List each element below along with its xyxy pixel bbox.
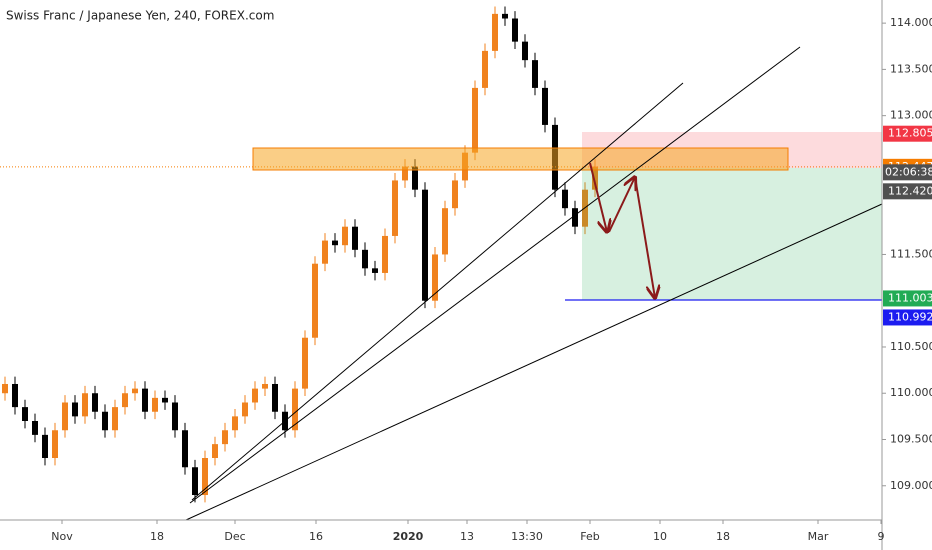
candle-body bbox=[402, 166, 408, 181]
candle-body bbox=[92, 393, 98, 412]
candle-body bbox=[102, 411, 108, 431]
candle-body bbox=[192, 467, 198, 496]
axes: 109.000 109.500 110.000 110.500 111.500 113.0… bbox=[51, 16, 932, 543]
trend-line bbox=[191, 82, 684, 501]
candle-body bbox=[312, 263, 318, 338]
x-tick-label: Feb bbox=[580, 530, 599, 543]
candle-body bbox=[32, 420, 38, 435]
resistance-zone bbox=[252, 147, 789, 171]
x-tick-label: 18 bbox=[716, 530, 730, 543]
candle-body bbox=[152, 397, 158, 412]
trend-line bbox=[185, 203, 883, 521]
candle-body bbox=[132, 388, 138, 394]
candle-body bbox=[322, 240, 328, 264]
candle-body bbox=[252, 388, 258, 403]
candle-body bbox=[522, 41, 528, 61]
x-tick-label: Mar bbox=[808, 530, 829, 543]
candle-body bbox=[272, 383, 278, 412]
candle-body bbox=[262, 383, 268, 389]
candle-body bbox=[422, 189, 428, 301]
y-tick-label: 114.000 bbox=[890, 16, 932, 29]
candle-body bbox=[202, 458, 208, 496]
candle-body bbox=[592, 166, 598, 190]
price-label: 111.003 bbox=[888, 291, 932, 304]
candle-body bbox=[42, 434, 48, 459]
candle-body bbox=[82, 393, 88, 417]
candle-body bbox=[502, 13, 508, 19]
candle-body bbox=[362, 249, 368, 269]
candle-body bbox=[542, 87, 548, 125]
candle-body bbox=[302, 337, 308, 389]
trend-line bbox=[189, 46, 801, 504]
candle-body bbox=[232, 416, 238, 431]
candle-body bbox=[352, 226, 358, 250]
y-tick-label: 110.000 bbox=[890, 386, 932, 399]
candle-body bbox=[372, 268, 378, 273]
y-tick-label: 111.500 bbox=[890, 247, 932, 260]
y-tick-label: 109.500 bbox=[890, 433, 932, 446]
countdown-bg bbox=[883, 164, 932, 181]
candle-body bbox=[382, 235, 388, 273]
candle-body bbox=[12, 383, 18, 408]
price-label-bg bbox=[883, 290, 932, 307]
chart-title: Swiss Franc / Japanese Yen, 240, FOREX.c… bbox=[6, 9, 274, 23]
candle-body bbox=[332, 240, 338, 246]
candle-body bbox=[452, 180, 458, 209]
candle-body bbox=[222, 430, 228, 445]
candle-body bbox=[122, 393, 128, 408]
y-tick-label: 113.000 bbox=[890, 109, 932, 122]
candle-body bbox=[532, 60, 538, 88]
candle-body bbox=[142, 388, 148, 412]
candle-body bbox=[72, 402, 78, 417]
candle-body bbox=[512, 18, 518, 42]
x-tick-label: 10 bbox=[653, 530, 667, 543]
arrow bbox=[608, 177, 635, 233]
price-label-bg bbox=[883, 309, 932, 326]
candle-body bbox=[52, 430, 58, 459]
candle-body bbox=[162, 397, 168, 403]
candle-body bbox=[182, 430, 188, 468]
candle-body bbox=[472, 87, 478, 153]
target-zone bbox=[582, 168, 882, 300]
candle-body bbox=[2, 383, 8, 394]
candle-body bbox=[172, 402, 178, 431]
candle-body bbox=[62, 402, 68, 431]
x-tick-label: Nov bbox=[51, 530, 73, 543]
candle-body bbox=[432, 254, 438, 301]
candle-body bbox=[212, 444, 218, 459]
candle-body bbox=[442, 208, 448, 255]
candle-body bbox=[412, 166, 418, 190]
price-label: 112.420 bbox=[888, 184, 932, 197]
candle-body bbox=[112, 407, 118, 431]
price-label: 112.805 bbox=[888, 127, 932, 140]
arrow bbox=[634, 176, 655, 298]
candle-body bbox=[572, 208, 578, 227]
price-label-bg bbox=[883, 183, 932, 200]
x-tick-label: 13:30 bbox=[511, 530, 543, 543]
x-tick-label: 16 bbox=[309, 530, 323, 543]
y-tick-label: 113.500 bbox=[890, 62, 932, 75]
x-tick-label: Dec bbox=[224, 530, 245, 543]
y-tick-label: 110.500 bbox=[890, 340, 932, 353]
price-label-bg bbox=[883, 125, 932, 142]
candle-body bbox=[242, 402, 248, 417]
candle-body bbox=[392, 180, 398, 236]
x-tick-label: 18 bbox=[150, 530, 164, 543]
price-label: 110.992 bbox=[888, 310, 932, 323]
x-tick-label: 13 bbox=[460, 530, 474, 543]
drawings bbox=[185, 46, 883, 521]
candle-body bbox=[292, 388, 298, 431]
x-tick-label: 9 bbox=[878, 530, 885, 543]
y-tick-label: 109.000 bbox=[890, 479, 932, 492]
arrow bbox=[589, 162, 607, 232]
candle-body bbox=[492, 13, 498, 51]
candle-body bbox=[482, 50, 488, 88]
candle-body bbox=[342, 226, 348, 246]
candle-body bbox=[22, 407, 28, 421]
candle-body bbox=[562, 189, 568, 209]
countdown: 02:06:38 bbox=[885, 165, 932, 178]
x-tick-label: 2020 bbox=[393, 530, 424, 543]
